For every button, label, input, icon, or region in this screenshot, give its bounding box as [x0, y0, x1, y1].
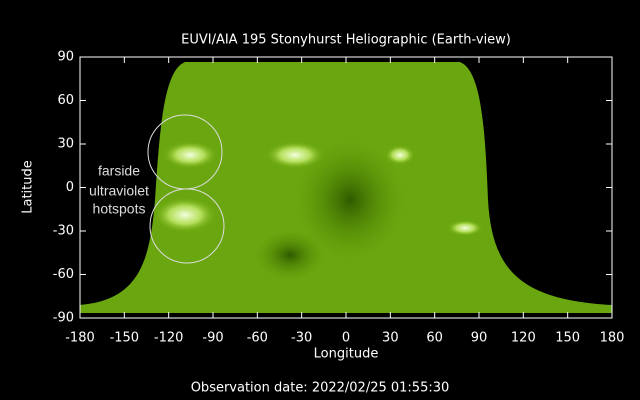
x-tick-label: -120 — [154, 331, 184, 346]
chart-title: EUVI/AIA 195 Stonyhurst Heliographic (Ea… — [181, 33, 511, 48]
x-tick-label: 0 — [342, 331, 350, 346]
highlight-circle — [149, 188, 225, 264]
x-tick-label: 150 — [555, 331, 580, 346]
x-tick-label: 120 — [511, 331, 536, 346]
y-tick-label: 0 — [66, 180, 74, 195]
y-tick-label: 60 — [57, 93, 74, 108]
footer: Observation date: 2022/02/25 01:55:30 — [191, 381, 450, 396]
y-axis-label: Latitude — [21, 160, 36, 214]
x-tick-label: -60 — [247, 331, 268, 346]
x-tick-label: -90 — [202, 331, 223, 346]
y-tick-label: 30 — [57, 137, 74, 152]
x-tick-label: 180 — [600, 331, 625, 346]
solar-map — [80, 62, 612, 313]
annotation: hotspots — [93, 201, 146, 217]
annotation: ultraviolet — [89, 183, 149, 199]
x-tick-label: -150 — [110, 331, 140, 346]
y-tick-label: 90 — [57, 50, 74, 65]
x-axis-label: Longitude — [314, 347, 379, 362]
y-tick-label: -30 — [53, 224, 74, 239]
x-tick-label: 30 — [382, 331, 399, 346]
x-tick-label: -30 — [291, 331, 312, 346]
x-tick-label: 60 — [426, 331, 443, 346]
x-tick-label: 90 — [471, 331, 488, 346]
annotation: farside — [98, 163, 140, 179]
x-tick-label: -180 — [65, 331, 95, 346]
y-tick-label: -60 — [53, 267, 74, 282]
y-tick-label: -90 — [53, 311, 74, 326]
